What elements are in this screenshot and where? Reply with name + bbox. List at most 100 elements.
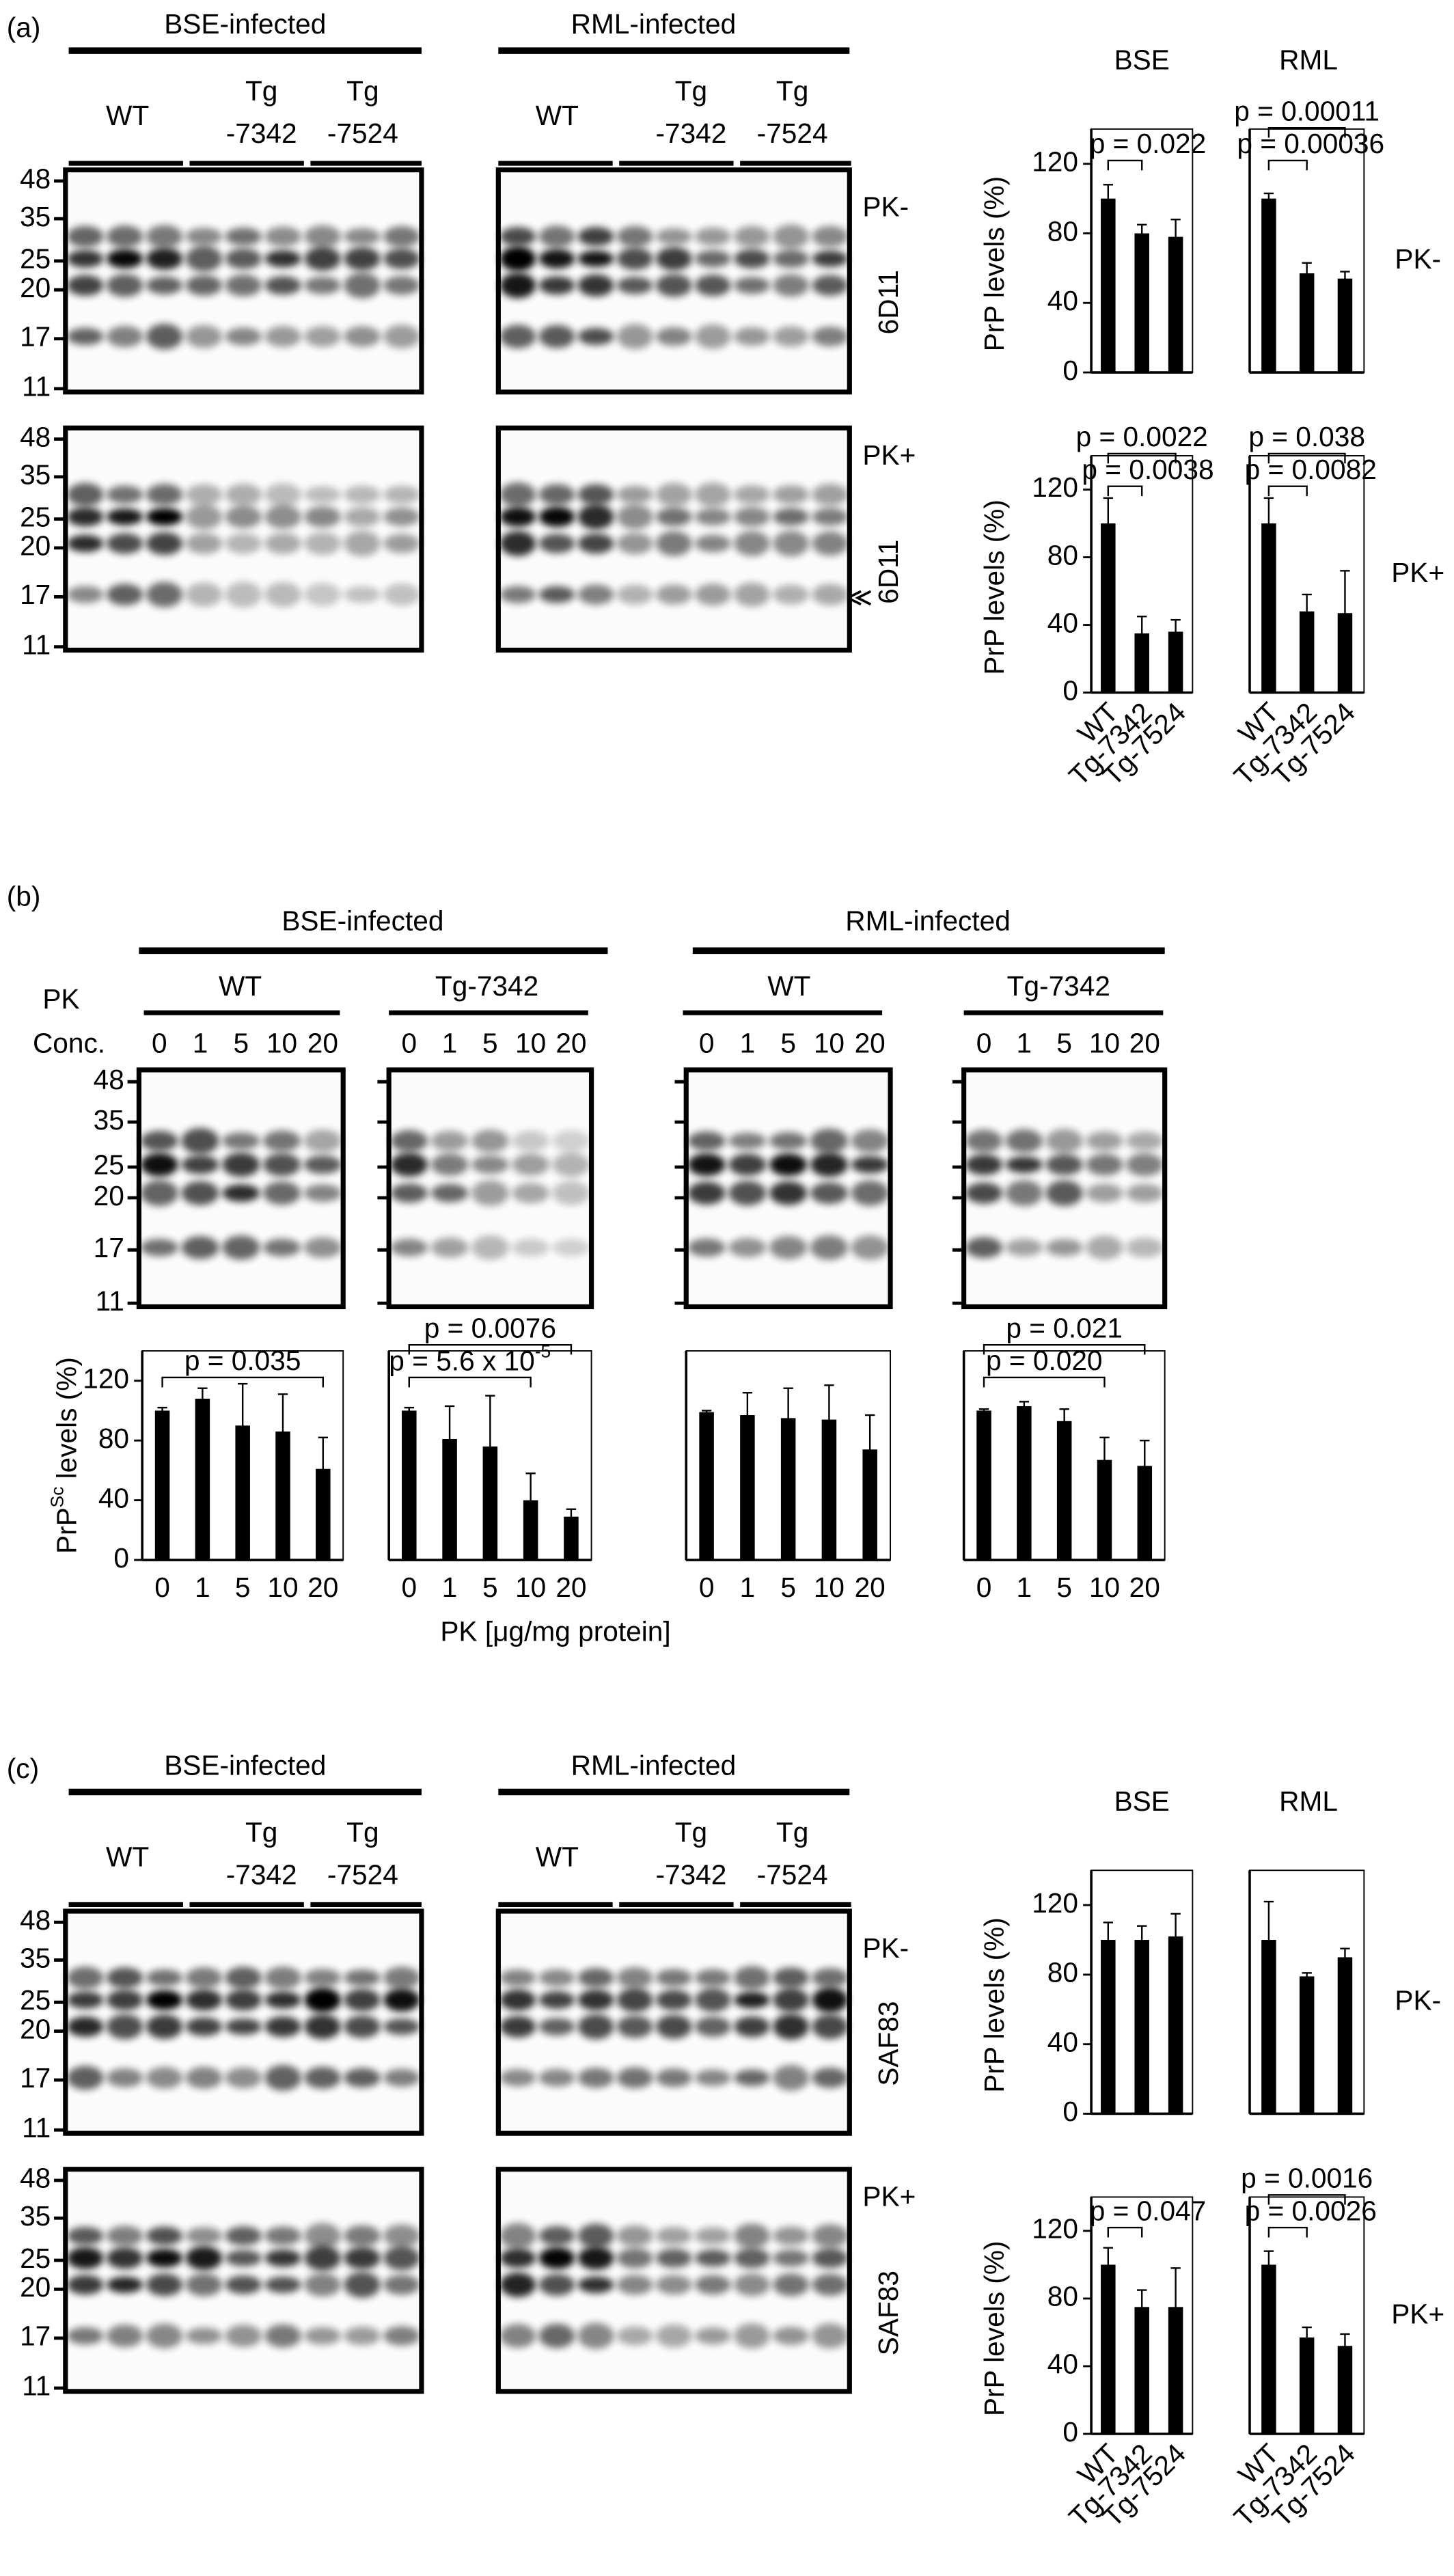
- bar: [1299, 1976, 1315, 2114]
- error-bar: [1103, 497, 1113, 549]
- blot-band: [812, 1987, 849, 2013]
- blot-band: [67, 327, 104, 345]
- bar: [482, 1446, 498, 1561]
- blot-band: [656, 2068, 692, 2087]
- lane-label: -7342: [655, 118, 726, 149]
- lane-label: Tg: [346, 75, 379, 107]
- error-bar: [1340, 570, 1350, 656]
- blot-band: [656, 2248, 692, 2268]
- blot-band: [538, 276, 575, 295]
- error-bar: [277, 1393, 288, 1469]
- blot-band: [344, 2326, 381, 2346]
- blot-band: [304, 506, 341, 527]
- blot-band: [344, 1988, 381, 2012]
- blot-band: [577, 2322, 614, 2349]
- blot-band: [107, 2276, 143, 2293]
- error-bar: [824, 1384, 834, 1454]
- significance-bracket: [1267, 159, 1308, 171]
- blot-band: [185, 1967, 223, 1988]
- blot-band: [304, 532, 341, 556]
- marker-label: 25: [20, 501, 51, 532]
- error-bar: [1137, 616, 1147, 650]
- error-bar: [404, 1406, 414, 1414]
- blot-band: [965, 1129, 1003, 1153]
- blot-band: [264, 505, 301, 529]
- blot-band: [430, 1153, 469, 1176]
- marker-label: 48: [20, 421, 51, 452]
- blot-band: [264, 2324, 301, 2348]
- marker-label: 25: [20, 243, 51, 275]
- blot-band: [140, 1153, 178, 1177]
- blot-band: [185, 2017, 223, 2036]
- blot-band: [538, 2069, 575, 2087]
- blot-band: [344, 530, 381, 557]
- bar: [1134, 633, 1149, 693]
- blot-band: [499, 586, 536, 603]
- blot-band: [185, 245, 223, 272]
- blot-band: [263, 1181, 301, 1205]
- x-tick-label: 5: [1056, 1572, 1072, 1603]
- blot-band: [264, 2065, 301, 2091]
- blot-band: [812, 225, 849, 247]
- blot-band: [383, 485, 420, 504]
- bar: [154, 1410, 170, 1561]
- blot-band: [1086, 1131, 1123, 1151]
- blot-band: [687, 1181, 726, 1205]
- blot-border: [63, 1908, 424, 2136]
- blot: [63, 1908, 424, 2136]
- blot-band: [773, 1967, 809, 1988]
- blot-band: [695, 274, 731, 297]
- bar: [1134, 233, 1149, 373]
- blot-band: [812, 327, 849, 346]
- error-bar: [566, 1508, 577, 1524]
- y-tick-label: 120: [1032, 2213, 1078, 2245]
- blot-band: [264, 2226, 301, 2246]
- blot-band: [181, 1181, 219, 1205]
- error-bar: [197, 1387, 208, 1410]
- blot-band: [222, 1132, 260, 1150]
- blot-band: [225, 533, 262, 554]
- blot-band: [616, 1967, 653, 1988]
- blot-band: [303, 1129, 342, 1153]
- blot-band: [687, 1153, 726, 1177]
- blot-band: [67, 1967, 104, 1989]
- side-label: SAF83: [873, 2001, 904, 2086]
- blot-band: [499, 227, 536, 247]
- row-label: PK+: [1391, 557, 1444, 588]
- blot-band: [146, 2273, 183, 2297]
- blot-band: [225, 581, 262, 608]
- blot-band: [146, 532, 183, 556]
- blot-band: [810, 1182, 848, 1205]
- blot-band: [471, 1235, 509, 1260]
- bar: [1101, 523, 1116, 693]
- blot-band: [656, 482, 692, 507]
- lane-label: 5: [780, 1028, 796, 1059]
- blot-band: [107, 1989, 143, 2011]
- bar: [1017, 1406, 1032, 1561]
- group-label: RML-infected: [845, 905, 1011, 936]
- bar: [402, 1410, 417, 1561]
- error-bar: [1170, 2267, 1181, 2346]
- marker-label: 25: [20, 1984, 51, 2016]
- x-tick-label: 0: [154, 1572, 170, 1603]
- blot-band: [67, 2066, 104, 2090]
- p-value: p = 0.022: [1090, 128, 1207, 159]
- lane-label: 10: [266, 1028, 297, 1059]
- blot-band: [656, 2014, 692, 2039]
- blot-band: [1126, 1153, 1164, 1177]
- blot-band: [499, 1969, 536, 1986]
- blot-band: [304, 247, 341, 271]
- error-bar: [1263, 1900, 1274, 1979]
- row-label: PK-: [1395, 1985, 1441, 2016]
- blot-band: [577, 584, 614, 605]
- blot-band: [695, 2069, 731, 2086]
- blot-band: [734, 1966, 770, 1990]
- marker-label: 17: [20, 320, 51, 352]
- blot-band: [107, 225, 143, 248]
- blot-band: [263, 1238, 301, 1257]
- group-label: RML-infected: [571, 1749, 737, 1781]
- blot-band: [430, 1131, 469, 1151]
- blot-band: [769, 1132, 808, 1150]
- p-value: p = 0.0026: [1245, 2195, 1377, 2226]
